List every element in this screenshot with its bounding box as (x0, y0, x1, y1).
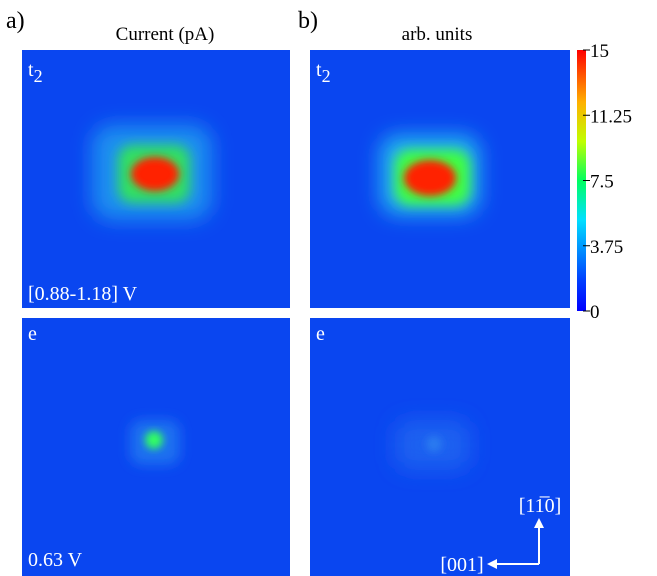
bias-label: 0.63 V (28, 549, 83, 571)
image (310, 318, 570, 576)
state-label: e (316, 323, 325, 345)
colorbar-tick-label: 11.25 (590, 106, 632, 127)
direction-label: [11̅0] (519, 495, 562, 517)
panel-label: b) (298, 8, 318, 34)
state: t (28, 59, 34, 81)
colorbar-tick-label: 0 (590, 302, 600, 323)
colorbar-tick-label: 15 (590, 41, 609, 62)
colorbar-ticks: 0 3.75 7.5 11.25 15 (583, 41, 632, 323)
direction-label: [001] (440, 554, 483, 576)
state: t (316, 59, 322, 81)
state-sub: 2 (34, 66, 43, 86)
colorbar (577, 50, 586, 311)
panel-title: arb. units (402, 24, 473, 45)
state-label: e (28, 323, 37, 345)
bias-label: [0.88-1.18] V (28, 283, 138, 305)
state-sub: 2 (322, 66, 331, 86)
image (310, 50, 570, 308)
colorbar-tick-label: 7.5 (590, 172, 614, 193)
panel-title: Current (pA) (116, 24, 215, 45)
colorbar-tick-label: 3.75 (590, 237, 623, 258)
state-label: t2 (28, 59, 43, 86)
image (22, 318, 290, 576)
image (22, 50, 290, 308)
direction-arrows (487, 518, 544, 569)
state-label: t2 (316, 59, 331, 86)
panel-label: a) (6, 8, 25, 34)
